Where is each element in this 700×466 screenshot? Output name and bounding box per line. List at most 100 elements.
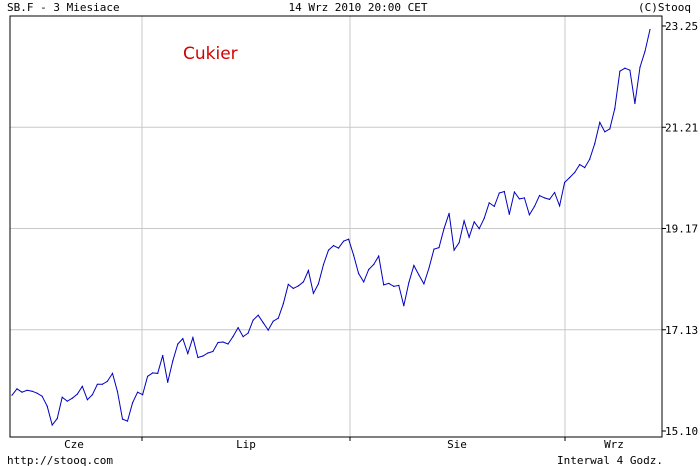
price-point	[81, 385, 83, 387]
price-point	[629, 69, 631, 71]
price-point	[177, 343, 179, 345]
price-point	[51, 424, 53, 426]
price-point	[237, 327, 239, 329]
price-point	[483, 217, 485, 219]
price-point	[554, 191, 556, 194]
price-point	[36, 392, 38, 394]
price-point	[247, 332, 249, 334]
x-tick-label: Lip	[236, 438, 256, 451]
price-point	[317, 283, 319, 285]
grid-lines	[10, 16, 662, 437]
price-point	[337, 247, 340, 249]
price-point	[378, 255, 380, 257]
price-point	[106, 380, 108, 382]
price-point	[584, 167, 586, 169]
y-tick-label: 15.10	[665, 425, 698, 438]
price-point	[157, 372, 159, 374]
price-point	[418, 274, 420, 276]
price-point	[217, 341, 219, 344]
price-point	[538, 194, 541, 197]
price-point	[227, 343, 229, 345]
y-tick-label: 19.17	[665, 223, 698, 236]
price-point	[307, 269, 309, 272]
price-point	[272, 320, 274, 322]
price-point	[56, 418, 58, 420]
price-point	[111, 372, 114, 374]
price-point	[473, 221, 475, 223]
price-point	[649, 28, 651, 31]
price-point	[498, 192, 500, 194]
price-point	[644, 50, 646, 52]
price-point	[383, 284, 385, 286]
price-series-line	[11, 29, 651, 427]
instrument-label: SB.F - 3 Miesiace	[7, 1, 120, 14]
footer-url-link[interactable]: http://stooq.com	[7, 454, 113, 466]
y-tick-label: 17.13	[665, 324, 698, 337]
price-point	[162, 354, 164, 357]
price-point	[604, 131, 606, 133]
price-point	[96, 383, 98, 385]
price-point	[312, 292, 314, 294]
price-point	[152, 372, 154, 374]
price-point	[528, 214, 531, 216]
price-point	[513, 191, 516, 193]
x-tick-label: Sie	[447, 438, 467, 451]
y-tick-label: 23.25	[665, 20, 698, 33]
price-point	[373, 263, 375, 266]
price-point	[202, 355, 204, 357]
price-point	[443, 228, 445, 230]
price-point	[458, 242, 460, 244]
price-point	[614, 107, 616, 110]
price-point	[609, 128, 611, 130]
price-point	[624, 67, 626, 69]
price-point	[353, 254, 355, 256]
price-point	[232, 336, 234, 338]
price-point	[31, 390, 33, 392]
price-point	[182, 338, 184, 340]
price-point	[26, 389, 28, 391]
price-point	[222, 341, 224, 343]
price-point	[619, 70, 621, 72]
price-point	[393, 285, 395, 287]
price-point	[493, 205, 495, 207]
plot-frame	[9, 15, 663, 438]
price-point	[523, 197, 526, 199]
price-point	[46, 405, 48, 407]
price-point	[147, 375, 149, 377]
price-point	[413, 264, 415, 267]
x-axis-ticks: Cze Lip Sie Wrz	[64, 437, 624, 451]
price-point	[297, 285, 299, 287]
price-point	[453, 249, 455, 251]
copyright-label: (C)Stooq	[638, 1, 691, 14]
price-point	[66, 400, 68, 402]
price-point	[408, 281, 410, 283]
price-point	[322, 263, 325, 266]
price-point	[548, 198, 551, 200]
price-point	[137, 391, 139, 393]
price-point	[76, 393, 78, 395]
price-point	[277, 317, 279, 319]
price-point	[433, 248, 435, 250]
price-point	[212, 350, 214, 353]
price-point	[207, 352, 209, 354]
price-point	[508, 213, 510, 215]
price-point	[463, 220, 465, 222]
price-point	[172, 360, 174, 362]
price-point	[121, 418, 124, 420]
price-point	[634, 102, 636, 105]
price-point	[267, 329, 269, 331]
price-point	[569, 177, 571, 179]
price-point	[599, 121, 601, 123]
price-point	[197, 356, 199, 359]
price-point	[332, 245, 335, 247]
price-point	[192, 337, 194, 339]
price-point	[438, 247, 440, 249]
price-point	[468, 236, 470, 238]
price-point	[388, 282, 390, 284]
price-point	[559, 205, 561, 207]
price-point	[41, 395, 43, 397]
y-axis-ticks: 15.10 17.13 19.17 21.21 23.25	[662, 20, 698, 438]
price-point	[142, 394, 144, 396]
price-series-points	[11, 28, 651, 426]
